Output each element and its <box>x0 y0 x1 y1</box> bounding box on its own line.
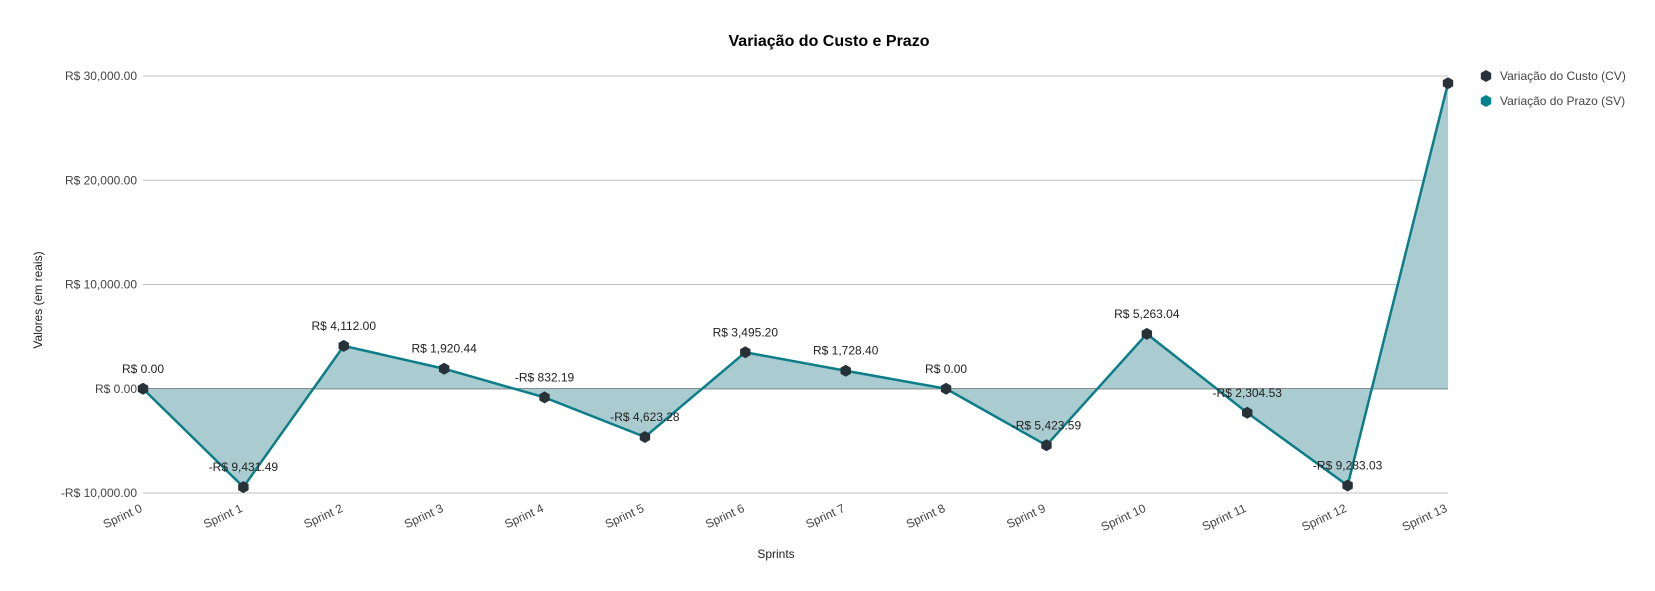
legend-marker <box>1480 95 1492 107</box>
x-tick-label: Sprint 2 <box>302 501 346 531</box>
legend-marker <box>1480 70 1492 82</box>
data-label: -R$ 5,423.59 <box>1012 418 1082 432</box>
x-tick-label: Sprint 11 <box>1200 501 1249 534</box>
legend-label: Variação do Custo (CV) <box>1500 69 1626 83</box>
x-tick-label: Sprint 3 <box>402 501 446 531</box>
series-line-layer <box>142 82 1450 489</box>
x-tick-label: Sprint 1 <box>201 501 245 531</box>
data-label: R$ 5,263.04 <box>1114 307 1180 321</box>
gridlines <box>143 75 1448 494</box>
y-tick-label: -R$ 10,000.00 <box>61 486 137 500</box>
data-label: -R$ 4,623.28 <box>610 410 680 424</box>
data-label: -R$ 9,283.03 <box>1313 459 1383 473</box>
cv-marker <box>639 430 651 443</box>
cv-marker <box>1242 406 1253 419</box>
x-tick-label: Sprint 8 <box>904 501 948 531</box>
cv-marker <box>940 382 952 395</box>
cv-marker <box>238 481 249 494</box>
area-fill-layer <box>143 83 1448 488</box>
data-label: -R$ 9,431.49 <box>209 460 279 474</box>
legend: Variação do Custo (CV) Variação do Prazo … <box>1480 69 1626 108</box>
cv-marker <box>840 364 851 377</box>
cv-marker <box>1442 77 1454 90</box>
sv-line <box>142 82 1450 489</box>
data-label: R$ 1,728.40 <box>813 344 879 358</box>
cv-marker <box>1041 439 1052 452</box>
x-axis-ticks: Sprint 0 Sprint 1 Sprint 2 Sprint 3 Sprint 4… <box>101 501 1450 534</box>
x-tick-label: Sprint 4 <box>502 501 546 531</box>
y-tick-label: R$ 20,000.00 <box>65 173 137 187</box>
cv-marker <box>1342 479 1353 492</box>
sv-area <box>143 83 1448 488</box>
y-tick-label: R$ 30,000.00 <box>65 69 137 83</box>
data-label: R$ 4,112.00 <box>312 319 377 333</box>
cv-marker <box>1141 327 1153 340</box>
x-tick-label: Sprint 5 <box>603 501 647 531</box>
y-tick-label: R$ 10,000.00 <box>65 278 137 292</box>
y-tick-label: R$ 0.00 <box>95 382 137 396</box>
cv-marker <box>539 391 550 404</box>
x-tick-label: Sprint 9 <box>1004 501 1048 531</box>
cv-marker <box>438 362 450 375</box>
x-tick-label: Sprint 6 <box>703 501 747 531</box>
data-label: -R$ 2,304.53 <box>1213 386 1283 400</box>
legend-label: Variação do Prazo (SV) <box>1500 94 1625 108</box>
data-label-layer: R$ 0.00 -R$ 9,431.49 R$ 4,112.00 R$ 1,920.4… <box>122 307 1383 474</box>
data-label: R$ 1,920.44 <box>411 342 477 356</box>
cv-marker <box>137 382 149 395</box>
y-axis-title: Valores (em reais) <box>31 251 45 348</box>
data-label: -R$ 832.19 <box>515 370 575 384</box>
x-axis-title: Sprints <box>757 547 794 561</box>
data-label: R$ 3,495.20 <box>713 325 779 339</box>
y-axis-ticks: -R$ 10,000.00 R$ 0.00 R$ 10,000.00 R$ 20,00… <box>61 69 137 500</box>
cv-marker <box>740 346 751 359</box>
data-label: R$ 0.00 <box>925 362 967 376</box>
x-tick-label: Sprint 13 <box>1400 501 1450 534</box>
x-tick-label: Sprint 10 <box>1099 501 1149 534</box>
data-label: R$ 0.00 <box>122 362 164 376</box>
cv-marker <box>338 339 349 352</box>
cv-line <box>142 83 1449 488</box>
x-tick-label: Sprint 7 <box>804 501 848 531</box>
x-tick-label: Sprint 12 <box>1299 501 1349 534</box>
x-tick-label: Sprint 0 <box>101 501 145 531</box>
marker-layer <box>137 77 1454 494</box>
chart-title: Variação do Custo e Prazo <box>729 33 930 50</box>
